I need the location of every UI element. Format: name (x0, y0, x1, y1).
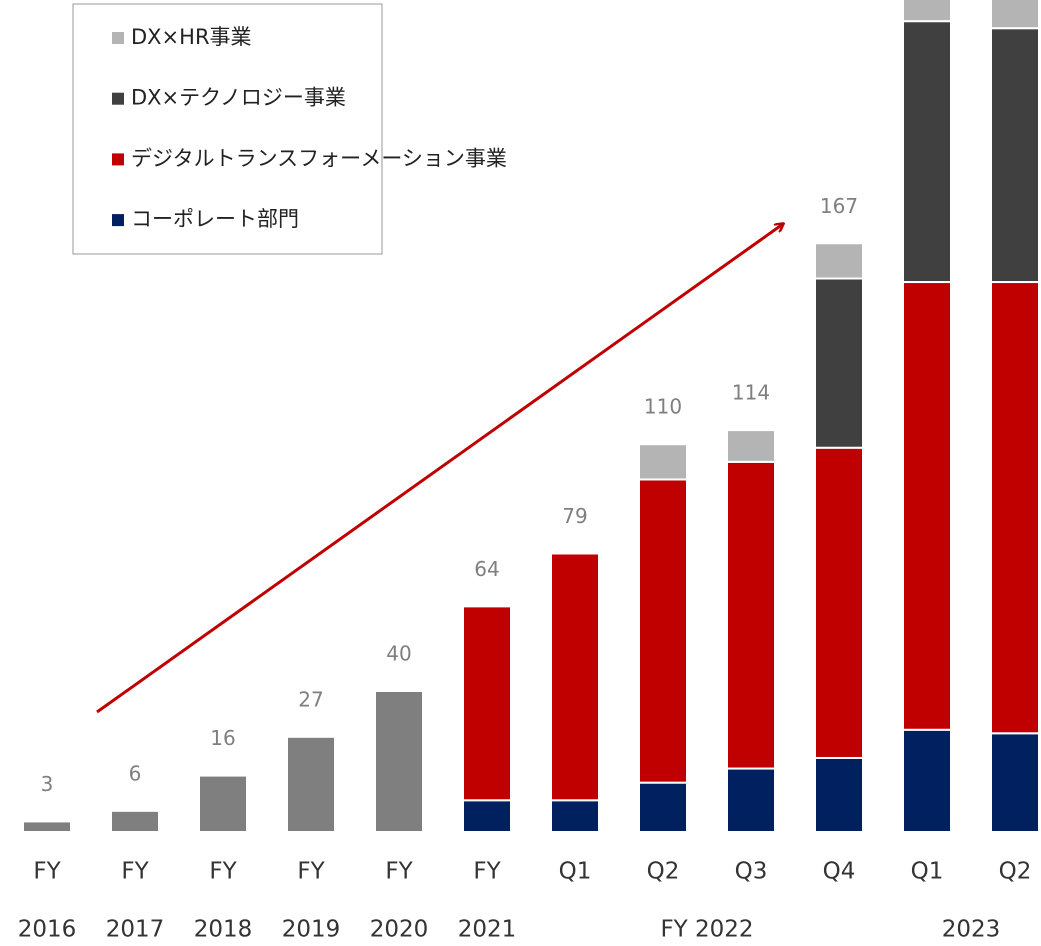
legend-label: DX×HR事業 (131, 25, 252, 49)
total-label: 27 (298, 687, 323, 711)
x-tick-label: Q1 (911, 859, 944, 885)
x-group-label: 2023 (942, 917, 1001, 943)
x-tick-label: FY (209, 859, 237, 885)
total-label: 79 (562, 504, 587, 528)
x-tick-label: Q1 (559, 859, 592, 885)
bar-segment (374, 689, 424, 833)
trend-arrow (96, 224, 783, 714)
x-tick-label: FY (297, 859, 325, 885)
bar-segment (550, 799, 600, 833)
bar-segment (22, 820, 72, 833)
bar-segment (550, 552, 600, 802)
x-group-label: 2020 (370, 917, 429, 943)
total-label: 64 (474, 557, 499, 581)
legend-label: コーポレート部門 (131, 207, 299, 231)
bar-segment (990, 27, 1040, 284)
bar-segment (814, 277, 864, 449)
bar-segment (462, 605, 512, 802)
total-label: 6 (129, 761, 142, 785)
legend-swatch (112, 153, 124, 166)
total-label: 40 (386, 641, 411, 665)
x-group-label: 2021 (458, 917, 517, 943)
bar-segment (726, 767, 776, 833)
bar-segment (902, 728, 952, 833)
legend-swatch (112, 92, 124, 105)
legend-label: デジタルトランスフォーメーション事業 (131, 146, 507, 170)
x-group-label: 2016 (18, 917, 77, 943)
x-group-label: 2017 (106, 917, 165, 943)
total-label: 16 (210, 726, 235, 750)
bar-segment (990, 732, 1040, 834)
total-label: 114 (732, 381, 770, 405)
bar-segment (902, 0, 952, 23)
x-tick-label: Q2 (999, 859, 1032, 885)
bar-segment (726, 460, 776, 770)
bar-segment (462, 799, 512, 833)
bar-segment (990, 0, 1040, 30)
bar-segment (814, 756, 864, 834)
bar-segment (814, 242, 864, 280)
legend-swatch (112, 214, 124, 227)
bar-segment (638, 781, 688, 833)
total-label: 167 (820, 194, 858, 218)
x-tick-label: Q3 (735, 859, 768, 885)
x-group-label: 2018 (194, 917, 253, 943)
bar-segment (990, 281, 1040, 735)
x-tick-label: FY (33, 859, 61, 885)
x-tick-label: Q4 (823, 859, 856, 885)
bar-segment (286, 735, 336, 833)
x-group-label: 2019 (282, 917, 341, 943)
bar-segment (638, 443, 688, 481)
bar-segment (726, 429, 776, 463)
x-tick-label: FY (385, 859, 413, 885)
legend-box (72, 3, 383, 255)
legend-label: DX×テクノロジー事業 (131, 86, 346, 110)
bar-segment (902, 20, 952, 284)
bar-segment (814, 446, 864, 759)
total-label: 110 (644, 395, 682, 419)
bar-segment (638, 478, 688, 784)
x-tick-label: FY (473, 859, 501, 885)
x-group-label: FY 2022 (660, 917, 753, 943)
bar-segment (902, 281, 952, 731)
x-tick-label: Q2 (647, 859, 680, 885)
bar-segment (198, 774, 248, 833)
legend-swatch (112, 32, 124, 44)
bar-segment (110, 809, 160, 834)
total-label: 3 (41, 772, 54, 796)
x-tick-label: FY (121, 859, 149, 885)
